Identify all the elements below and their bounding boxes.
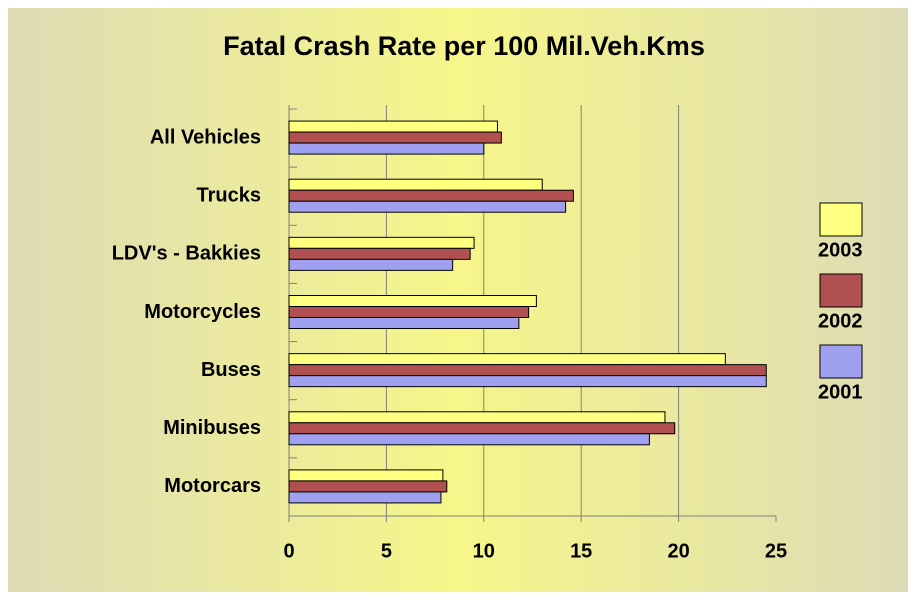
x-tick-label: 5 — [381, 540, 392, 562]
bar — [288, 120, 498, 133]
bar — [288, 247, 471, 260]
x-tick-label: 10 — [473, 540, 495, 562]
legend-swatch — [819, 344, 863, 379]
bar — [288, 491, 442, 504]
chart-title: Fatal Crash Rate per 100 Mil.Veh.Kms — [223, 31, 705, 61]
bar — [288, 295, 537, 307]
x-tick-label: 0 — [283, 540, 294, 562]
bar — [288, 353, 726, 366]
y-tick-label: All Vehicles — [150, 126, 261, 148]
legend-label: 2003 — [818, 239, 863, 261]
legend-label: 2001 — [818, 381, 863, 403]
y-tick-label: Motorcycles — [144, 301, 261, 323]
bar — [288, 258, 454, 271]
bar — [288, 142, 485, 155]
bar — [288, 375, 767, 388]
x-tick-label: 20 — [667, 540, 689, 562]
bar — [288, 433, 650, 446]
y-tick-label: Trucks — [197, 184, 261, 206]
bar — [288, 317, 520, 329]
bar — [288, 131, 502, 144]
bar — [288, 189, 574, 202]
y-tick-label: LDV's - Bakkies — [112, 243, 261, 265]
y-tick-label: Buses — [201, 359, 261, 381]
legend-swatch — [819, 202, 863, 237]
legend-swatch — [819, 273, 863, 308]
y-tick-label: Minibuses — [163, 417, 261, 439]
bar — [288, 469, 444, 482]
x-tick-label: 25 — [765, 540, 787, 562]
bar — [288, 178, 543, 191]
bar — [288, 236, 475, 249]
bar — [288, 306, 530, 318]
legend-label: 2002 — [818, 310, 863, 332]
x-tick-label: 15 — [570, 540, 592, 562]
bar — [288, 411, 666, 424]
bar — [288, 480, 448, 493]
bar — [288, 422, 676, 435]
bar — [288, 364, 767, 377]
y-tick-label: Motorcars — [164, 475, 261, 497]
bar — [288, 200, 567, 213]
